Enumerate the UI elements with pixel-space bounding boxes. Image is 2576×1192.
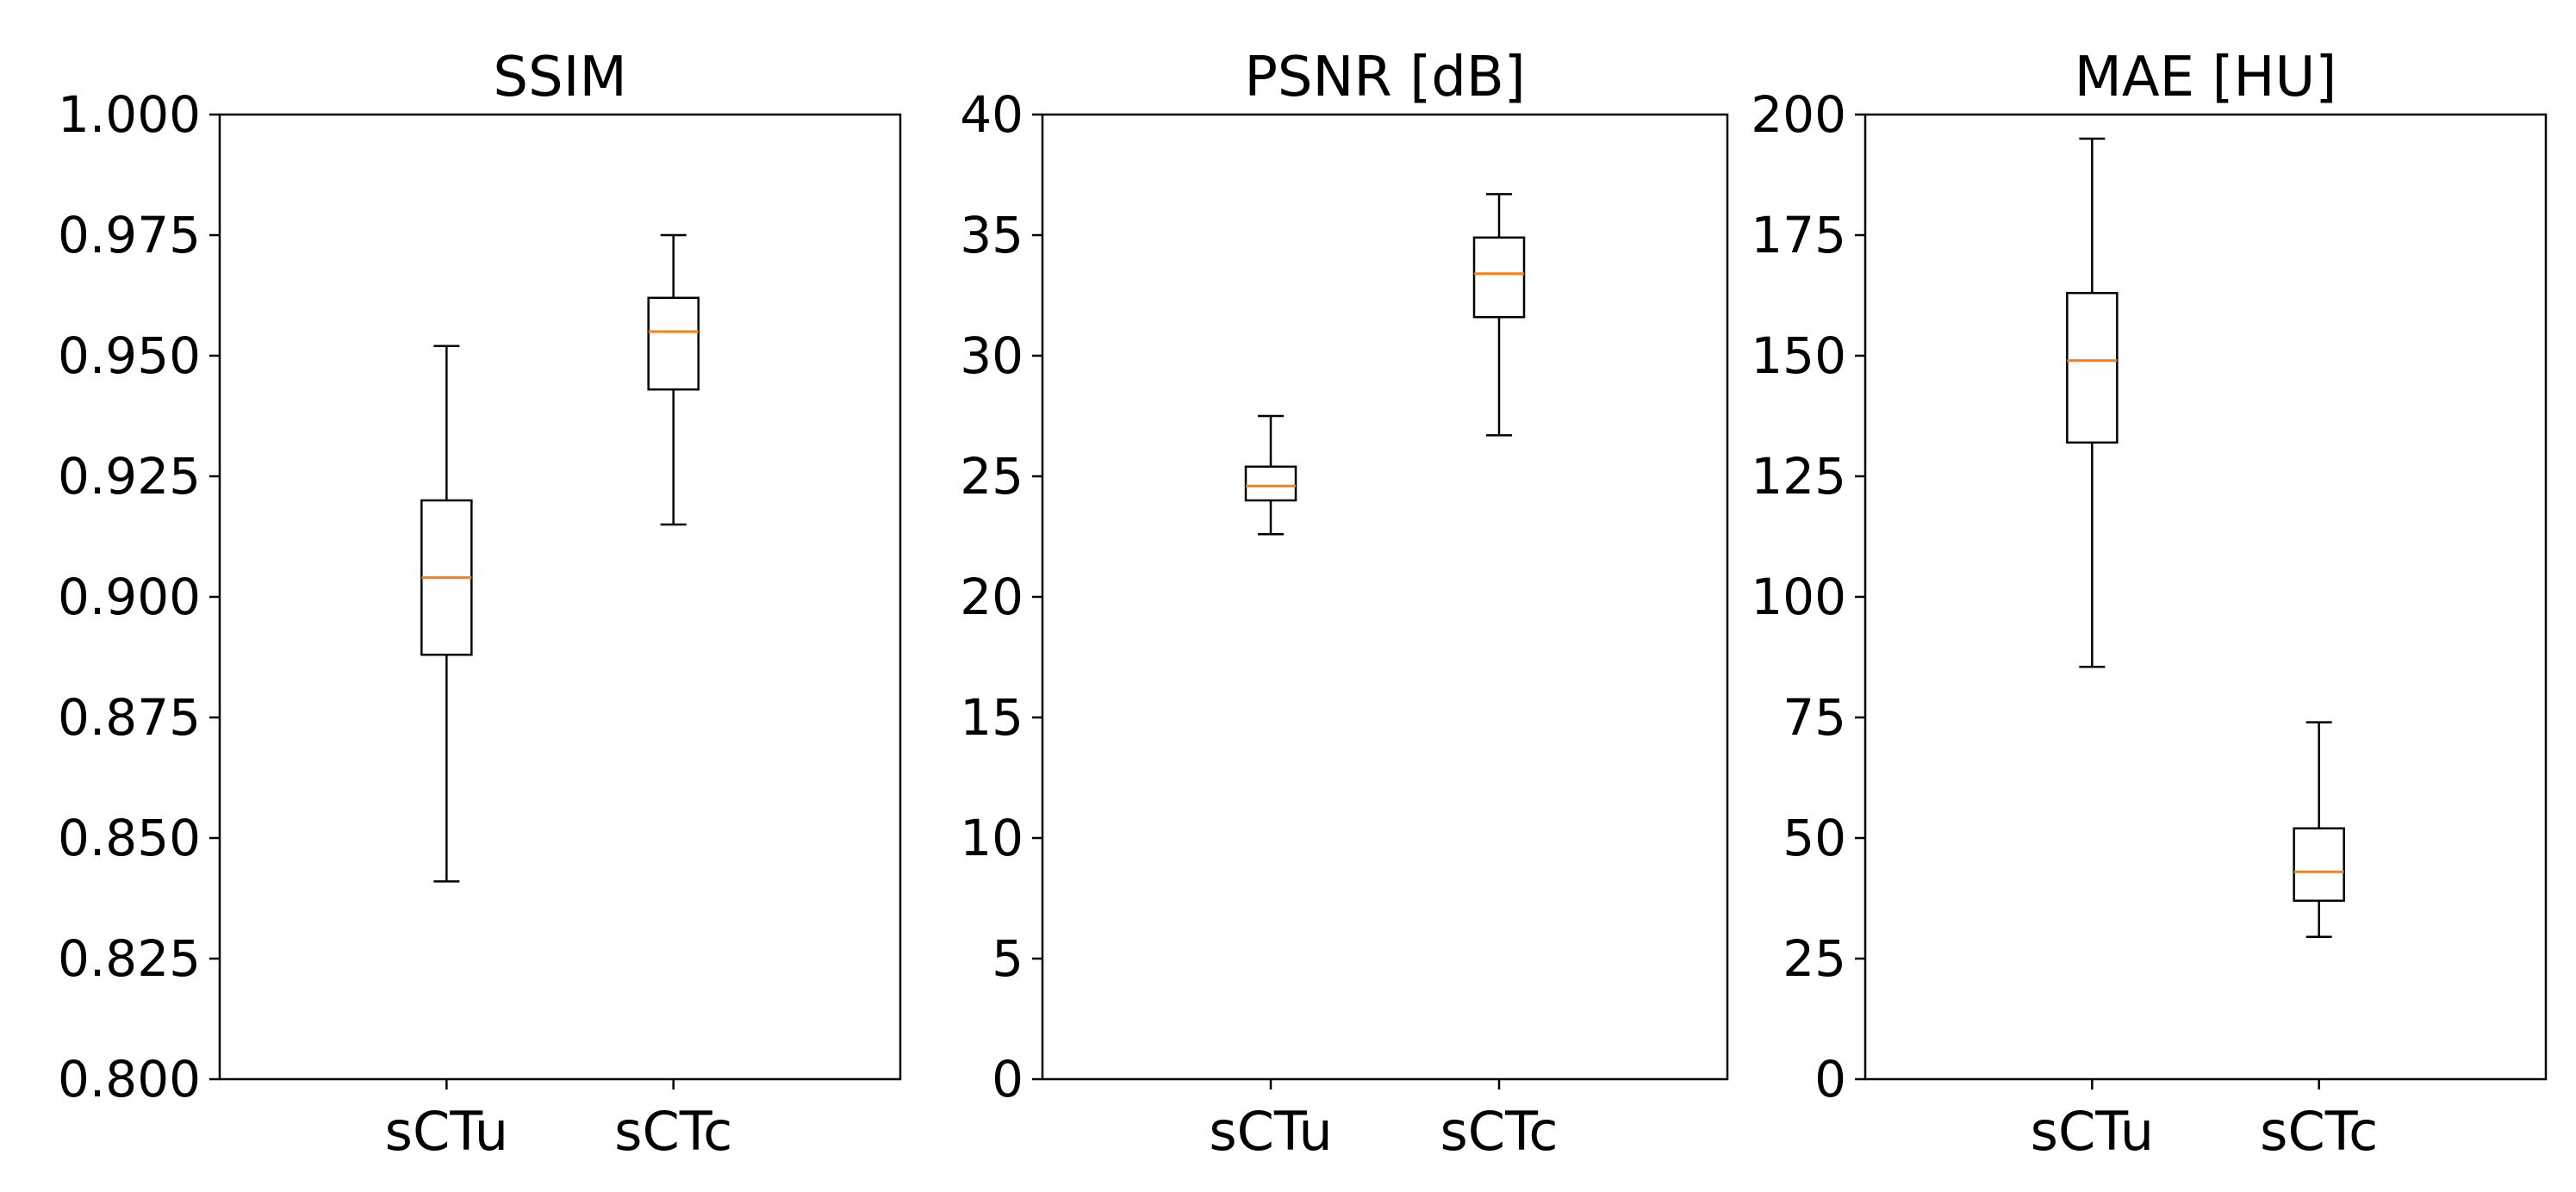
box-iqr <box>1244 465 1297 502</box>
x-tick-label: sCTu <box>385 1100 508 1163</box>
y-tick-label: 25 <box>960 447 1024 506</box>
chart-panel-psnr: PSNR [dB] 0 5 10 15 20 25 30 35 40 sCTu sCTc <box>960 46 1729 1163</box>
y-tick-label: 10 <box>960 809 1024 867</box>
y-tick-label: 0 <box>992 1050 1024 1108</box>
box-iqr <box>1472 236 1526 319</box>
y-tick-label: 0.925 <box>58 447 201 506</box>
boxplot-sCTc <box>1472 193 1526 437</box>
x-tick-label: sCTu <box>1209 1100 1332 1163</box>
boxplot-sCTc <box>2293 721 2345 939</box>
y-tick-label: 0.900 <box>58 568 201 626</box>
x-tick-label: sCTc <box>614 1100 732 1163</box>
y-tick-label: 5 <box>992 929 1024 988</box>
y-tick-label: 50 <box>1783 809 1846 867</box>
y-tick-label: 35 <box>960 206 1024 264</box>
chart-title: PSNR [dB] <box>1244 46 1525 109</box>
y-tick-label: 0.800 <box>58 1050 201 1108</box>
chart-panel-mae: MAE [HU] 0 25 50 75 100 125 150 175 200 sCTu sCTc <box>1751 46 2548 1163</box>
chart-title: SSIM <box>493 46 626 109</box>
y-tick-label: 0.825 <box>58 929 201 988</box>
y-tick-label: 150 <box>1751 326 1846 385</box>
box-iqr <box>2293 827 2345 903</box>
y-tick-label: 15 <box>960 688 1024 747</box>
box-iqr <box>2066 291 2119 444</box>
y-tick-label: 0.950 <box>58 326 201 385</box>
y-tick-label: 175 <box>1751 206 1846 264</box>
y-tick-label: 0.975 <box>58 206 201 264</box>
y-tick-label: 0.875 <box>58 688 201 747</box>
boxplot-sCTu <box>2066 137 2119 668</box>
x-tick-label: sCTc <box>2260 1100 2378 1163</box>
y-tick-label: 0.850 <box>58 809 201 867</box>
y-tick-label: 30 <box>960 326 1024 385</box>
y-tick-label: 75 <box>1783 688 1846 747</box>
y-tick-label: 200 <box>1751 85 1846 144</box>
y-tick-label: 25 <box>1783 929 1846 988</box>
axes-frame <box>1041 113 1729 1081</box>
x-tick-label: sCTu <box>2031 1100 2154 1163</box>
boxplot-sCTc <box>647 233 700 526</box>
boxplot-sCTu <box>1244 414 1297 536</box>
y-tick-label: 100 <box>1751 568 1846 626</box>
y-tick-label: 125 <box>1751 447 1846 506</box>
chart-title: MAE [HU] <box>2075 46 2337 109</box>
y-tick-label: 40 <box>960 85 1024 144</box>
axes-frame <box>1864 113 2548 1081</box>
y-tick-label: 0 <box>1814 1050 1846 1108</box>
y-tick-label: 1.000 <box>58 85 201 144</box>
x-tick-label: sCTc <box>1440 1100 1558 1163</box>
y-tick-label: 20 <box>960 568 1024 626</box>
chart-panel-ssim: SSIM 0.800 0.825 0.850 0.875 0.900 0.925 0.950 0… <box>58 46 902 1163</box>
box-iqr <box>647 296 700 391</box>
axes-frame <box>218 113 902 1081</box>
boxplot-sCTu <box>420 345 473 883</box>
